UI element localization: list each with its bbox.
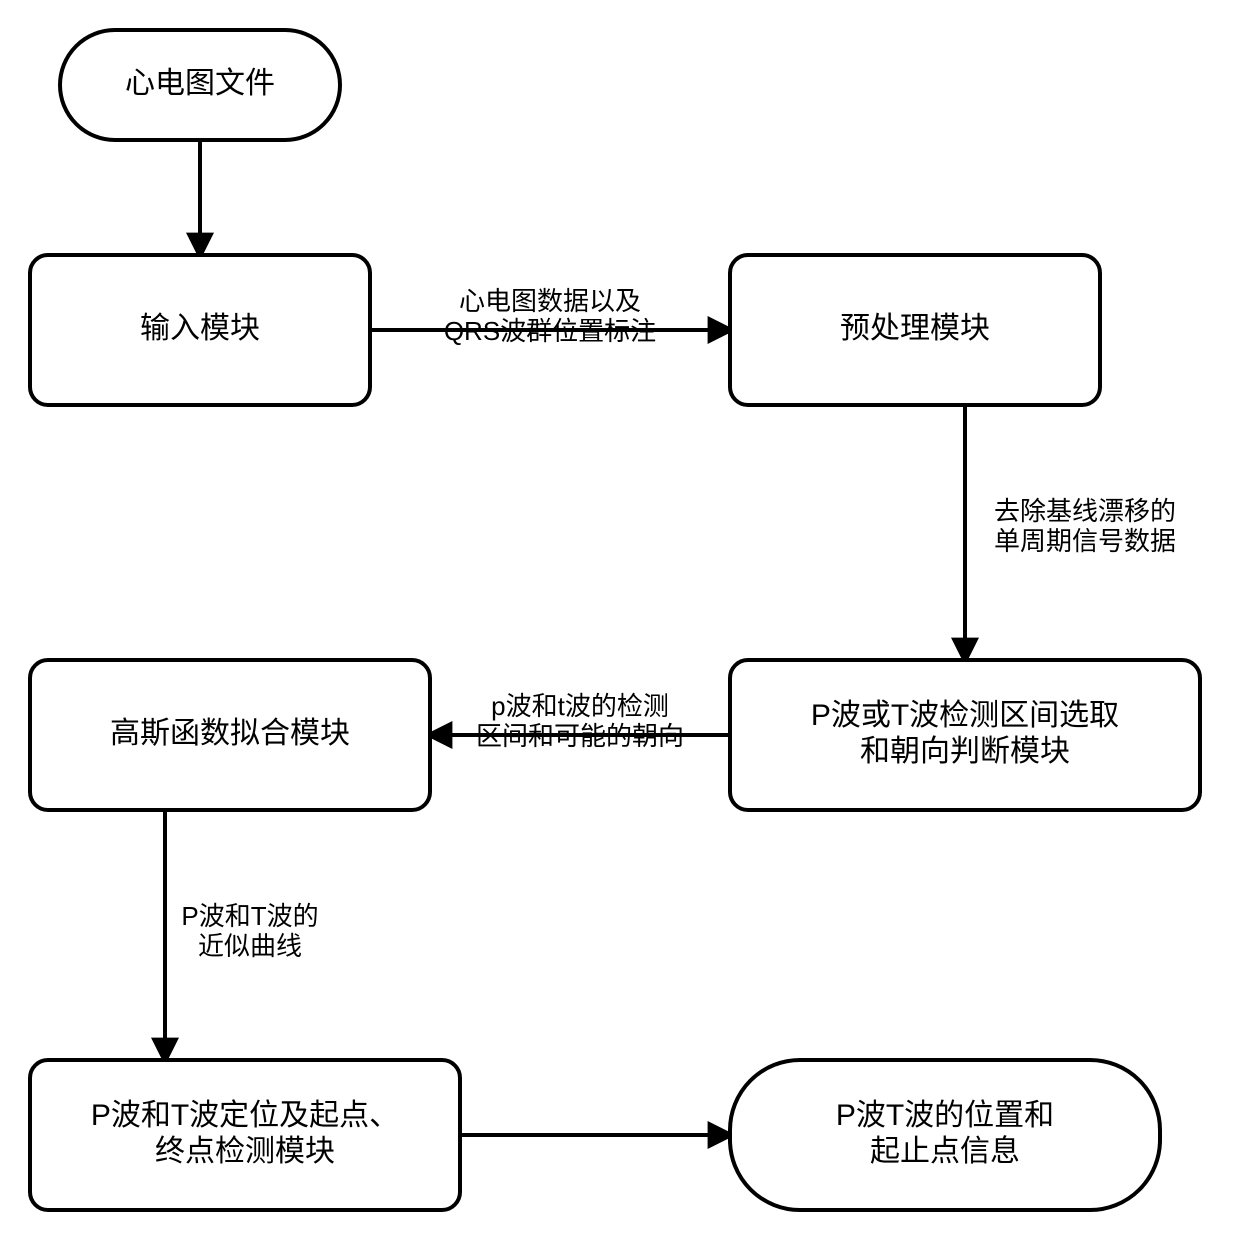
edge-label-pre-detsel: 去除基线漂移的 bbox=[994, 496, 1176, 526]
edge-label-gauss-locate: 近似曲线 bbox=[198, 931, 302, 961]
edge-label-input-pre: 心电图数据以及 bbox=[459, 286, 641, 316]
node-label-gauss: 高斯函数拟合模块 bbox=[110, 717, 350, 750]
edge-label-detsel-gauss: p波和t波的检测 bbox=[491, 691, 669, 721]
node-label-detsel: P波或T波检测区间选取 bbox=[811, 699, 1119, 732]
edge-label-gauss-locate: P波和T波的 bbox=[181, 901, 318, 931]
node-label-end: 起止点信息 bbox=[870, 1135, 1020, 1168]
node-label-pre: 预处理模块 bbox=[840, 312, 990, 345]
node-label-detsel: 和朝向判断模块 bbox=[860, 735, 1070, 768]
node-label-locate: 终点检测模块 bbox=[155, 1135, 335, 1168]
flowchart-diagram: 心电图数据以及QRS波群位置标注去除基线漂移的单周期信号数据 p波和t波的检测区间… bbox=[0, 0, 1240, 1238]
edge-label-pre-detsel: 单周期信号数据 bbox=[994, 526, 1176, 556]
edge-label-input-pre: QRS波群位置标注 bbox=[444, 316, 656, 346]
edge-label-detsel-gauss: 区间和可能的朝向 bbox=[476, 721, 684, 751]
node-label-locate: P波和T波定位及起点、 bbox=[91, 1099, 399, 1132]
node-label-start: 心电图文件 bbox=[125, 67, 275, 100]
node-label-input: 输入模块 bbox=[140, 312, 260, 345]
node-label-end: P波T波的位置和 bbox=[836, 1099, 1054, 1132]
